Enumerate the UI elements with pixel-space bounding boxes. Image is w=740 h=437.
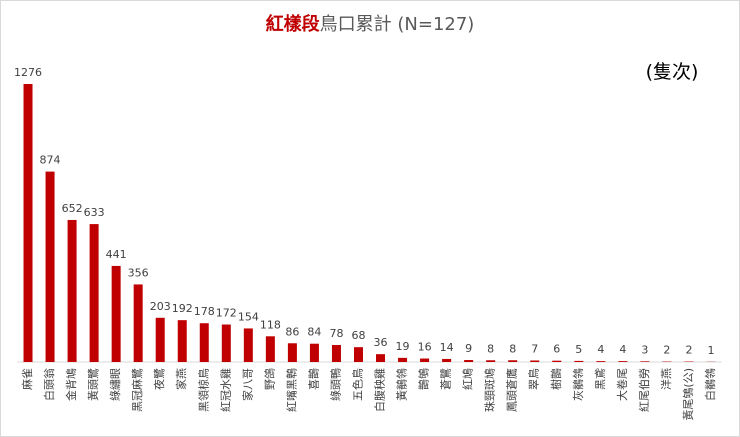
value-label: 16 [418, 341, 432, 354]
title-rest: 鳥口累計 (N=127) [320, 14, 475, 35]
x-tick-label: 夜鷺 [152, 368, 166, 390]
x-tick-label: 黃頭鷺 [86, 368, 100, 401]
bar [552, 360, 562, 362]
value-label: 2 [685, 344, 692, 357]
x-tick-label: 白鶺鴒 [703, 368, 717, 401]
x-tick-label: 洋燕 [659, 368, 673, 390]
value-label: 8 [509, 342, 516, 355]
value-label: 5 [575, 343, 582, 356]
x-tick-label: 黃鶺鴒 [395, 368, 409, 401]
x-tick-label: 家八哥 [240, 368, 254, 401]
bar [618, 361, 628, 362]
value-label: 203 [150, 300, 171, 313]
value-label: 633 [84, 206, 105, 219]
value-label: 36 [374, 336, 388, 349]
x-tick-label: 黑領椋鳥 [196, 368, 210, 412]
x-tick-label: 黑鳶 [593, 368, 607, 390]
x-tick-label: 綠繡眼 [108, 368, 122, 401]
bar [221, 324, 231, 362]
value-label: 78 [329, 327, 343, 340]
bar [376, 354, 386, 362]
value-label: 154 [238, 310, 259, 323]
value-label: 84 [307, 326, 321, 339]
x-tick-label: 家燕 [174, 368, 188, 390]
x-tick-label: 大卷尾 [615, 368, 629, 401]
value-label: 3 [641, 343, 648, 356]
bar [177, 320, 187, 362]
value-label: 178 [194, 305, 215, 318]
bar [442, 358, 452, 362]
value-label: 8 [487, 342, 494, 355]
unit-label: (隻次) [646, 61, 699, 83]
x-tick-label: 蒼鷺 [439, 368, 453, 390]
bar [486, 360, 496, 362]
x-tick-label: 翠鳥 [527, 368, 541, 390]
value-label: 6 [553, 343, 560, 356]
bar [398, 357, 408, 362]
value-label: 9 [465, 342, 472, 355]
bar [331, 345, 341, 362]
bar [530, 360, 540, 362]
bar [596, 361, 606, 362]
bar [508, 360, 518, 362]
value-label: 7 [531, 342, 538, 355]
value-label: 4 [619, 343, 626, 356]
x-tick-label: 白頭翁 [42, 368, 56, 401]
x-tick-label: 喜鵲 [306, 368, 320, 390]
value-label: 356 [128, 266, 149, 279]
x-tick-label: 麻雀 [20, 368, 34, 390]
bar [574, 360, 584, 362]
bar [155, 317, 165, 362]
x-tick-label: 綠頭鴨 [328, 368, 342, 401]
value-label: 1 [707, 344, 714, 357]
bar [287, 343, 297, 362]
value-label: 1276 [14, 66, 42, 79]
bar [199, 323, 209, 362]
x-tick-label: 黑冠麻鷺 [130, 368, 144, 412]
bar [243, 328, 253, 362]
bar [640, 361, 650, 362]
x-tick-label: 灰鶺鴒 [571, 368, 585, 401]
value-label: 2 [663, 344, 670, 357]
bar [133, 284, 143, 362]
value-label: 4 [597, 343, 604, 356]
bar [309, 343, 319, 362]
x-tick-label: 鳳頭蒼鷹 [505, 368, 519, 412]
value-label: 14 [440, 341, 454, 354]
bar [265, 336, 275, 362]
x-tick-label: 紅鳩 [461, 368, 475, 390]
x-tick-label: 樹鵲 [549, 368, 563, 390]
x-tick-label: 金背鳩 [64, 368, 78, 401]
value-label: 192 [172, 302, 193, 315]
x-tick-label: 珠頸斑鳩 [483, 368, 497, 412]
value-label: 68 [351, 329, 365, 342]
value-label: 874 [40, 154, 61, 167]
bar [353, 347, 363, 362]
bar [111, 265, 121, 362]
x-tick-label: 紅尾伯勞 [637, 368, 651, 412]
x-tick-label: 野鴿 [262, 368, 276, 390]
x-tick-label: 五色鳥 [350, 368, 364, 401]
value-label: 441 [106, 248, 127, 261]
x-tick-label: 白腹秧雞 [373, 368, 387, 412]
value-label: 86 [285, 325, 299, 338]
value-label: 118 [260, 318, 281, 331]
x-tick-label: 紅冠水雞 [218, 368, 232, 412]
x-tick-label: 紅嘴黑鵯 [284, 368, 298, 412]
x-tick-label: 鵲鴝 [417, 368, 431, 390]
bar [45, 171, 55, 362]
bar [67, 219, 77, 362]
value-label: 172 [216, 307, 237, 320]
bar [89, 224, 99, 362]
title-highlight: 紅樣段 [266, 13, 321, 35]
x-tick-label: 黃尾鴝(公) [681, 368, 695, 421]
bar [420, 358, 430, 362]
bar [23, 84, 33, 362]
value-label: 652 [62, 202, 83, 215]
bar [464, 360, 474, 362]
chart-title: 紅樣段鳥口累計 (N=127) [266, 13, 475, 35]
value-label: 19 [396, 340, 410, 353]
